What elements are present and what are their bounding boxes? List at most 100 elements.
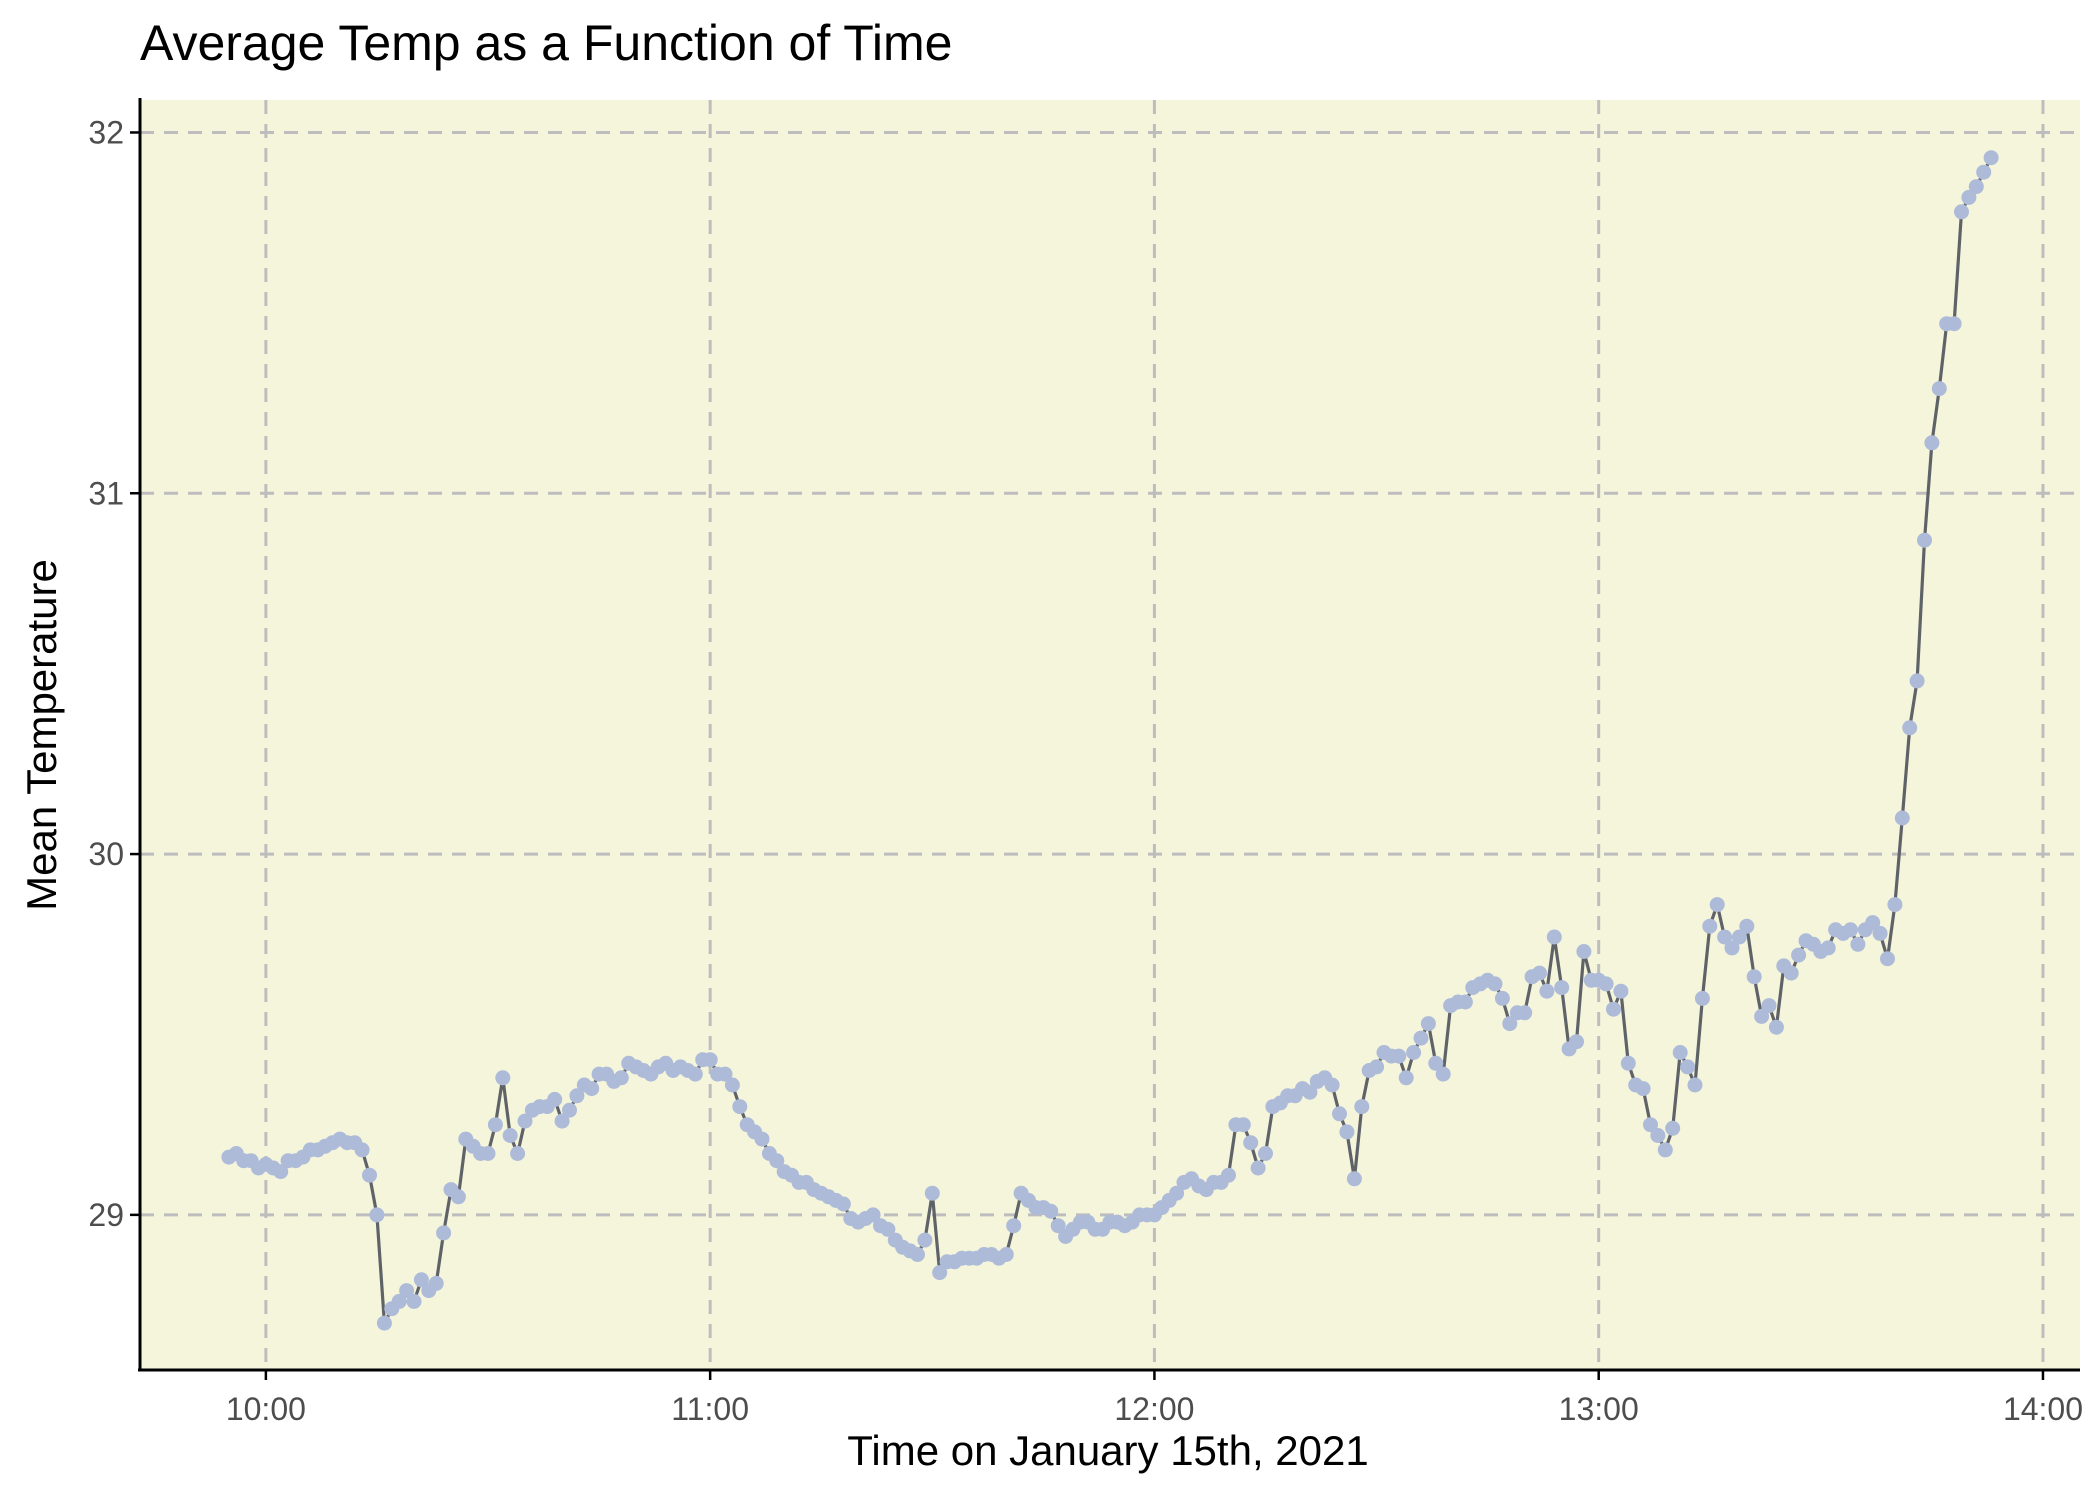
x-tick-label: 12:00 xyxy=(1114,1391,1194,1427)
y-tick-label: 32 xyxy=(88,114,124,150)
chart-title: Average Temp as a Function of Time xyxy=(140,15,952,71)
data-point xyxy=(1643,1117,1658,1133)
data-point xyxy=(1532,965,1547,981)
data-point xyxy=(702,1052,718,1068)
data-point xyxy=(1050,1218,1066,1234)
data-point xyxy=(1391,1048,1407,1064)
data-point xyxy=(562,1102,577,1118)
data-point xyxy=(1887,897,1903,913)
y-tick-label: 31 xyxy=(88,475,124,511)
data-point xyxy=(273,1164,289,1180)
data-point xyxy=(1250,1160,1266,1176)
data-point xyxy=(1428,1055,1444,1071)
data-point xyxy=(1702,918,1718,934)
x-tick-label: 10:00 xyxy=(226,1391,306,1427)
data-point xyxy=(910,1247,925,1262)
x-tick-label: 13:00 xyxy=(1559,1391,1639,1427)
data-point xyxy=(1709,897,1725,913)
data-point xyxy=(1754,1008,1770,1024)
data-point xyxy=(1487,976,1503,992)
data-point xyxy=(1924,435,1940,451)
data-point xyxy=(487,1117,503,1133)
data-point xyxy=(1983,150,1999,166)
data-point xyxy=(1435,1066,1451,1082)
data-point xyxy=(413,1272,429,1288)
data-point xyxy=(1398,1070,1414,1086)
data-point xyxy=(1717,929,1733,945)
data-point xyxy=(1494,990,1510,1006)
data-point xyxy=(1569,1034,1584,1050)
y-tick-label: 30 xyxy=(88,836,124,872)
data-point xyxy=(1554,980,1570,996)
data-point xyxy=(1724,940,1740,956)
data-point xyxy=(1006,1218,1022,1234)
data-point xyxy=(1235,1117,1251,1133)
data-point xyxy=(932,1265,948,1281)
data-point xyxy=(1954,204,1969,220)
data-point xyxy=(1613,983,1629,999)
data-point xyxy=(584,1081,600,1097)
data-point xyxy=(1369,1059,1385,1075)
y-axis-title: Mean Temperature xyxy=(18,559,65,911)
data-point xyxy=(1169,1185,1185,1201)
data-point xyxy=(1976,164,1992,180)
data-point xyxy=(754,1131,770,1147)
data-point xyxy=(1768,1019,1784,1035)
data-point xyxy=(1746,969,1762,985)
data-point xyxy=(865,1207,881,1223)
data-point xyxy=(1043,1203,1059,1219)
data-point xyxy=(1894,810,1910,826)
data-point xyxy=(1258,1146,1273,1161)
data-point xyxy=(1650,1128,1666,1143)
data-point xyxy=(1731,929,1747,945)
data-point xyxy=(1961,189,1977,205)
data-point xyxy=(517,1113,533,1129)
plot-panel xyxy=(140,100,2080,1370)
data-point xyxy=(362,1167,377,1183)
data-point xyxy=(1902,720,1918,736)
data-point xyxy=(428,1275,444,1291)
y-tick-label: 29 xyxy=(88,1197,124,1233)
data-point xyxy=(1820,940,1836,956)
data-point xyxy=(687,1066,703,1082)
data-point xyxy=(480,1146,496,1161)
data-point xyxy=(1324,1077,1340,1093)
data-point xyxy=(1346,1171,1362,1187)
data-point xyxy=(732,1099,748,1115)
data-point xyxy=(724,1077,740,1093)
data-point xyxy=(547,1091,563,1107)
data-point xyxy=(917,1232,933,1248)
data-point xyxy=(1865,915,1881,931)
data-point xyxy=(1687,1077,1703,1093)
data-point xyxy=(1917,532,1932,548)
data-point xyxy=(1909,673,1925,689)
data-point xyxy=(376,1315,392,1331)
data-point xyxy=(1739,918,1755,934)
data-point xyxy=(1339,1124,1355,1140)
data-point xyxy=(1457,994,1473,1010)
data-point xyxy=(1546,929,1562,945)
data-point xyxy=(1598,976,1614,992)
x-axis-title: Time on January 15th, 2021 xyxy=(847,1427,1368,1474)
series-layer xyxy=(221,150,1999,1331)
data-point xyxy=(1517,1005,1533,1021)
data-point xyxy=(1406,1045,1422,1060)
data-point xyxy=(1620,1055,1636,1071)
data-point xyxy=(1221,1167,1236,1183)
data-point xyxy=(369,1207,385,1223)
data-point xyxy=(613,1070,629,1086)
data-point xyxy=(450,1189,466,1205)
data-point xyxy=(436,1225,452,1241)
data-point xyxy=(1783,965,1799,981)
data-point xyxy=(399,1283,415,1299)
data-point xyxy=(1539,983,1555,999)
x-tick-label: 14:00 xyxy=(2003,1391,2083,1427)
data-point xyxy=(717,1066,733,1082)
x-tick-label: 11:00 xyxy=(671,1391,749,1427)
data-point xyxy=(354,1142,370,1158)
data-point xyxy=(1576,944,1592,959)
data-point xyxy=(1635,1081,1651,1097)
data-point xyxy=(1850,936,1866,952)
data-point xyxy=(769,1153,785,1169)
